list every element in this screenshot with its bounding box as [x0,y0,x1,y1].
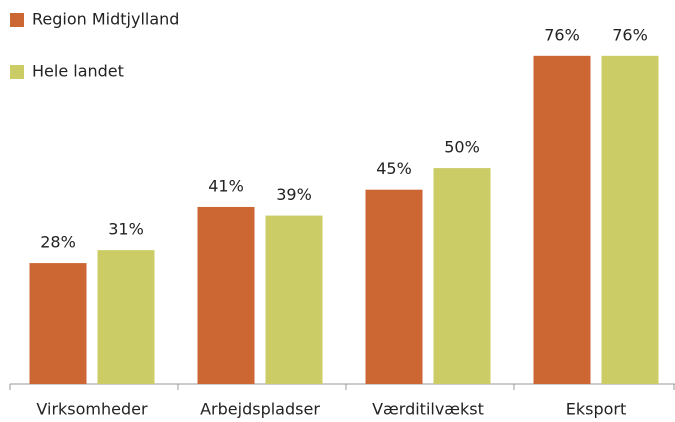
legend-label: Region Midtjylland [32,10,179,29]
axis-ticks [9,384,675,390]
data-label: 31% [108,220,144,239]
bar [265,215,323,384]
bar [197,206,255,384]
data-label: 41% [208,176,244,195]
x-tick-label: Værditilvækst [372,400,484,419]
x-tick-label: Virksomheder [36,400,148,419]
data-label: 76% [544,25,580,44]
legend-label: Hele landet [32,62,124,81]
data-label: 45% [376,159,412,178]
data-label: 28% [40,233,76,252]
bar [601,55,659,385]
bar [365,189,423,384]
data-label: 76% [612,25,648,44]
bar [433,168,491,384]
legend-swatch [10,65,24,79]
bar [29,263,87,384]
data-label: 39% [276,185,312,204]
x-tick-label: Arbejdspladser [200,400,320,419]
bar [533,55,591,385]
bar [97,250,155,384]
legend-swatch [10,13,24,27]
x-tick-label: Eksport [566,400,627,419]
data-label: 50% [444,138,480,157]
